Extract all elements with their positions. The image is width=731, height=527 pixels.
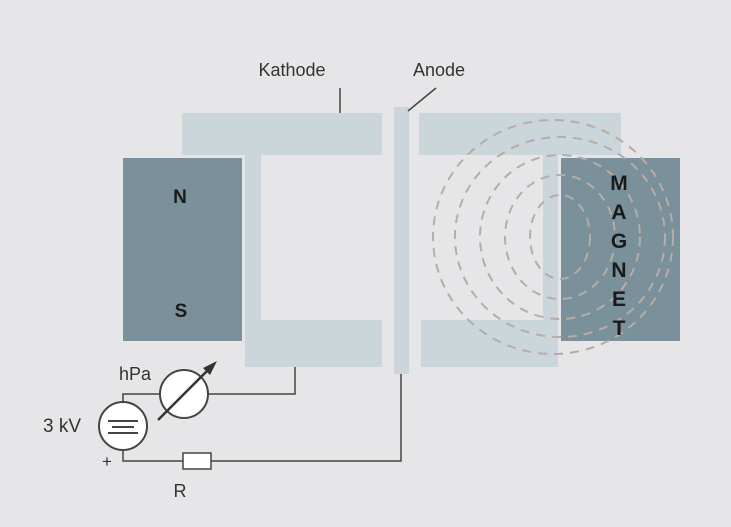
magnet-letter: E — [612, 288, 626, 311]
anode-label: Anode — [413, 60, 465, 80]
magnet-label: M A G N E T — [610, 172, 628, 340]
field-line — [504, 174, 616, 300]
right-electrode-stem — [543, 155, 558, 320]
resistor-icon — [182, 452, 212, 470]
right-electrode-top — [419, 113, 621, 155]
voltage-label: 3 kV — [43, 416, 81, 437]
wire-resistor-to-anode — [211, 374, 402, 462]
magnet-letter: G — [611, 230, 627, 253]
field-line — [479, 154, 641, 320]
wire-source-to-resistor — [122, 450, 183, 462]
pressure-gauge-icon — [157, 361, 217, 421]
left-magnet — [123, 158, 242, 341]
positive-terminal-label: + — [102, 452, 112, 471]
north-pole-label: N — [173, 187, 187, 208]
south-pole-label: S — [175, 301, 188, 322]
resistor-label: R — [174, 481, 187, 501]
cathode-bottom-plate — [245, 320, 382, 367]
gauge-unit-label: hPa — [119, 364, 152, 384]
anode-rod — [394, 107, 409, 374]
field-line — [432, 119, 674, 355]
magnet-letter: A — [611, 201, 626, 224]
magnet-letter: M — [610, 172, 628, 195]
right-magnet — [561, 158, 680, 341]
wire-gauge-to-source — [122, 393, 160, 402]
wire-cathode-to-gauge — [208, 367, 296, 395]
cathode-left-stem — [245, 155, 261, 320]
cathode-label: Kathode — [258, 60, 325, 80]
dc-voltage-source-icon — [98, 401, 148, 451]
magnet-letter: N — [611, 259, 626, 282]
cathode-top-plate — [182, 113, 382, 155]
magnetic-field-lines — [432, 119, 674, 355]
circuit-wires — [122, 367, 402, 462]
magnet-letter: T — [613, 317, 626, 340]
field-line — [529, 194, 591, 280]
right-electrode-bottom — [421, 320, 558, 367]
anode-leader-line — [407, 87, 437, 112]
field-line — [454, 136, 666, 338]
